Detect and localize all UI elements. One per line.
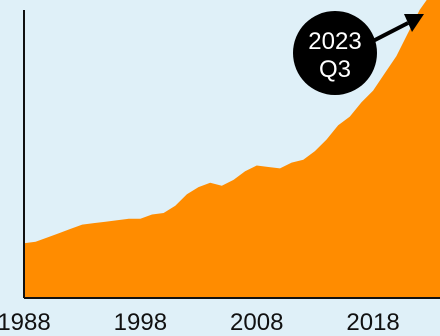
x-tick-label-2008: 2008	[230, 309, 283, 336]
annotation-callout: 2023 Q3	[293, 11, 424, 95]
x-tick-label-2018: 2018	[346, 309, 399, 336]
x-tick-labels: 1988 1998 2008 2018	[0, 309, 400, 336]
arrow-head-icon	[404, 14, 424, 32]
annotation-bubble	[293, 11, 377, 95]
annotation-year-label: 2023	[308, 28, 361, 55]
annotation-quarter-label: Q3	[319, 56, 351, 83]
x-tick-label-1988: 1988	[0, 309, 51, 336]
x-tick-label-1998: 1998	[114, 309, 167, 336]
arrow-line	[372, 21, 409, 43]
series-area	[24, 0, 440, 298]
